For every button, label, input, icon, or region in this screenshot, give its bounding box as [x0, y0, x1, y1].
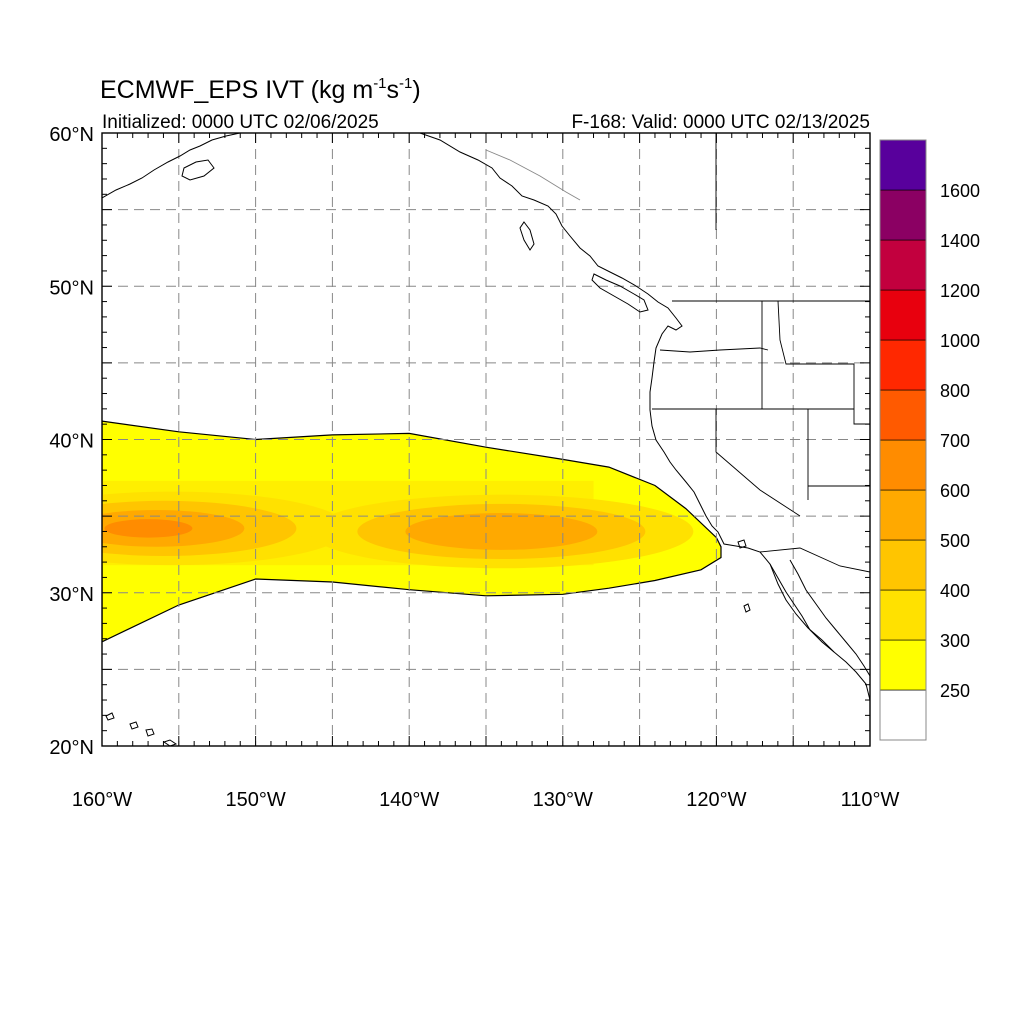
hawaii-islands	[105, 712, 178, 746]
colorbar: 250 300 400 500 600 700 800 1000 1200 1400 1600	[879, 139, 980, 741]
montana-idaho-border	[777, 300, 870, 425]
colorbar-swatch	[879, 639, 927, 691]
colorbar-swatch	[879, 239, 927, 291]
lat-label: 30°N	[49, 584, 94, 606]
colorbar-swatch	[879, 189, 927, 241]
map-panel	[101, 132, 871, 747]
alaska-coastline	[102, 133, 241, 199]
lat-label: 40°N	[49, 431, 94, 453]
nevada-border	[715, 409, 801, 517]
washington-oregon-border	[659, 347, 769, 353]
coastlines	[102, 133, 870, 746]
colorbar-swatch	[879, 339, 927, 391]
ivt-shade-level-500	[405, 513, 598, 550]
colorbar-swatch	[879, 139, 927, 191]
colorbar-label: 250	[940, 681, 970, 701]
colorbar-swatch	[879, 689, 927, 741]
north-america-coastline	[419, 133, 870, 701]
valid-time-label: F-168: Valid: 0000 UTC 02/13/2025	[571, 112, 870, 133]
colorbar-label: 400	[940, 581, 970, 601]
colorbar-swatch	[879, 539, 927, 591]
colorbar-label: 600	[940, 481, 970, 501]
colorbar-label: 1200	[940, 281, 980, 301]
ivt-shade-level-600	[104, 519, 193, 538]
lon-label: 110°W	[841, 789, 900, 811]
colorbar-label: 1000	[940, 331, 980, 351]
lon-label: 160°W	[72, 789, 132, 811]
channel-islands	[737, 539, 751, 613]
figure-title: ECMWF_EPS IVT (kg m-1s-1)	[100, 75, 421, 104]
colorbar-label: 500	[940, 531, 970, 551]
colorbar-label: 700	[940, 431, 970, 451]
colorbar-swatch	[879, 439, 927, 491]
lat-label: 60°N	[49, 124, 94, 146]
latitude-labels: 60°N 50°N 40°N 30°N 20°N	[49, 124, 94, 759]
kodiak-island	[181, 159, 215, 181]
lon-label: 150°W	[225, 789, 285, 811]
lon-label: 130°W	[533, 789, 593, 811]
colorbar-label: 1400	[940, 231, 980, 251]
lat-label: 50°N	[49, 277, 94, 299]
longitude-labels: 160°W 150°W 140°W 130°W 120°W 110°W	[72, 789, 900, 811]
colorbar-swatch	[879, 289, 927, 341]
alaska-panhandle-border	[485, 149, 581, 201]
colorbar-swatch	[879, 589, 927, 641]
lon-label: 140°W	[379, 789, 439, 811]
initialized-label: Initialized: 0000 UTC 02/06/2025	[102, 112, 379, 133]
colorbar-frame	[879, 139, 927, 741]
colorbar-label: 300	[940, 631, 970, 651]
axis-ticks	[101, 132, 871, 747]
colorbar-label: 800	[940, 381, 970, 401]
gulf-of-california-coast	[789, 559, 870, 677]
us-mexico-border	[759, 547, 870, 573]
haida-gwaii	[519, 221, 535, 251]
colorbar-label: 1600	[940, 181, 980, 201]
lat-label: 20°N	[49, 737, 94, 759]
graticule	[102, 133, 870, 746]
colorbar-swatch	[879, 489, 927, 541]
baja-california-coast	[769, 563, 835, 653]
colorbar-swatch	[879, 389, 927, 441]
political-borders	[485, 133, 870, 573]
ivt-field	[102, 420, 722, 643]
lon-label: 120°W	[686, 789, 746, 811]
vancouver-island	[591, 273, 649, 313]
